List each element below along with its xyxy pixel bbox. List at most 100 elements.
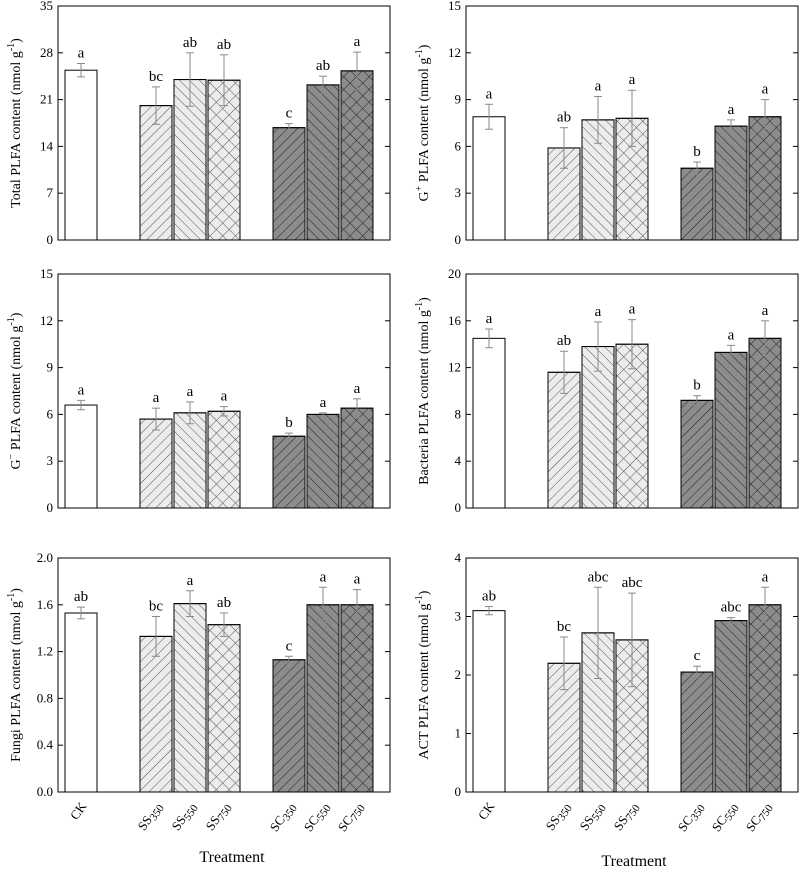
significance-label: a	[78, 382, 85, 398]
y-axis-title: Total PLFA content (nmol g-1)	[6, 38, 24, 208]
bar-ck	[472, 116, 506, 241]
y-tick-label: 0.0	[37, 784, 53, 799]
significance-label: abc	[588, 569, 609, 585]
significance-label: a	[728, 327, 735, 343]
significance-label: a	[354, 381, 361, 397]
bar-hatch	[306, 604, 340, 793]
y-tick-label: 4	[455, 453, 462, 468]
bar-hatch	[207, 410, 241, 509]
bar-hatch	[340, 70, 374, 241]
bar-hatch	[272, 435, 306, 509]
x-tick-label-sc350: SC350	[675, 799, 709, 836]
x-tick-label-ss350: SS350	[542, 799, 575, 835]
significance-label: a	[221, 389, 228, 405]
y-axis-title: Fungi PLFA content (nmol g-1)	[6, 588, 24, 762]
panel-fungi: 0.0 0.4 0.8 1.2 1.6 2.0 Fungi PLFA content (nm…	[6, 550, 391, 836]
y-tick-label: 9	[47, 360, 54, 375]
y-tick-label: 1.2	[37, 644, 53, 659]
bar-hatch	[748, 337, 782, 509]
significance-label: ab	[316, 58, 330, 74]
y-axis-title: Bacteria PLFA content (nmol g-1)	[414, 297, 432, 485]
x-tick-label-ss550: SS550	[576, 799, 609, 835]
significance-label: c	[694, 648, 701, 664]
significance-label: ab	[557, 333, 571, 349]
bar-hatch	[173, 412, 207, 509]
significance-label: a	[629, 72, 636, 88]
y-tick-label: 14	[40, 138, 54, 153]
significance-label: ab	[482, 589, 496, 605]
x-tick-label-ss750: SS750	[610, 799, 643, 835]
significance-label: a	[762, 303, 769, 319]
bar-hatch	[139, 635, 173, 793]
significance-label: a	[320, 569, 327, 585]
bar-ck	[64, 69, 98, 241]
x-tick-label-ss550: SS550	[168, 799, 201, 835]
bar-hatch	[714, 125, 748, 241]
significance-label: bc	[149, 69, 164, 85]
x-tick-label-ss350: SS350	[134, 799, 167, 835]
significance-label: a	[762, 82, 769, 98]
y-tick-label: 6	[47, 406, 54, 421]
y-tick-label: 12	[448, 360, 461, 375]
y-tick-label: 6	[455, 138, 462, 153]
significance-label: a	[595, 304, 602, 320]
x-tick-label-sc550: SC550	[301, 799, 335, 836]
y-tick-label: 0.8	[37, 690, 53, 705]
y-tick-label: 0	[47, 500, 54, 515]
y-tick-label: 3	[455, 185, 462, 200]
y-axis-title: G+ PLFA content (nmol g-1)	[414, 44, 432, 201]
y-tick-label: 15	[40, 266, 53, 281]
significance-label: a	[187, 573, 194, 589]
significance-label: a	[728, 102, 735, 118]
significance-label: ab	[557, 110, 571, 126]
bar-hatch	[272, 127, 306, 241]
y-tick-label: 35	[40, 0, 53, 13]
x-tick-label-ck: CK	[475, 799, 498, 823]
bar-hatch	[272, 659, 306, 793]
y-tick-label: 15	[448, 0, 461, 13]
y-tick-label: 1	[455, 726, 462, 741]
y-tick-label: 1.6	[37, 597, 54, 612]
significance-label: c	[286, 106, 293, 122]
bar-hatch	[207, 624, 241, 793]
significance-label: a	[486, 86, 493, 102]
x-tick-label-sc750: SC750	[743, 799, 777, 836]
y-tick-label: 0	[455, 784, 462, 799]
significance-label: a	[78, 45, 85, 61]
bar-hatch	[680, 399, 714, 509]
y-tick-label: 0.4	[37, 737, 54, 752]
bar-hatch	[581, 346, 615, 509]
significance-label: a	[595, 78, 602, 94]
panel-gminus: 0 3 6 9 12 15 G− PLFA content (nmol g-1) a a a a b a…	[6, 266, 391, 515]
y-tick-label: 12	[448, 45, 461, 60]
x-tick-label-ck: CK	[67, 799, 90, 823]
bar-hatch	[340, 407, 374, 509]
y-tick-label: 3	[455, 609, 462, 624]
significance-label: ab	[217, 595, 231, 611]
significance-label: b	[693, 144, 701, 160]
y-tick-label: 7	[47, 185, 54, 200]
significance-label: a	[320, 395, 327, 411]
bar-hatch	[714, 351, 748, 509]
y-tick-label: 0	[455, 232, 462, 247]
y-tick-label: 12	[40, 313, 53, 328]
significance-label: a	[354, 572, 361, 588]
bar-ck	[64, 404, 98, 509]
y-tick-label: 21	[40, 92, 53, 107]
significance-label: a	[153, 390, 160, 406]
bar-ck	[64, 612, 98, 793]
bar-hatch	[714, 620, 748, 793]
y-tick-label: 2.0	[37, 550, 53, 565]
bar-hatch	[207, 79, 241, 241]
bar-ck	[472, 610, 506, 793]
significance-label: a	[762, 569, 769, 585]
bar-hatch	[680, 671, 714, 793]
y-tick-label: 20	[448, 266, 461, 281]
y-tick-label: 3	[47, 453, 54, 468]
bar-ck	[472, 337, 506, 509]
bar-hatch	[748, 604, 782, 793]
significance-label: b	[693, 378, 701, 394]
x-tick-label-sc550: SC550	[709, 799, 743, 836]
bar-hatch	[340, 604, 374, 793]
